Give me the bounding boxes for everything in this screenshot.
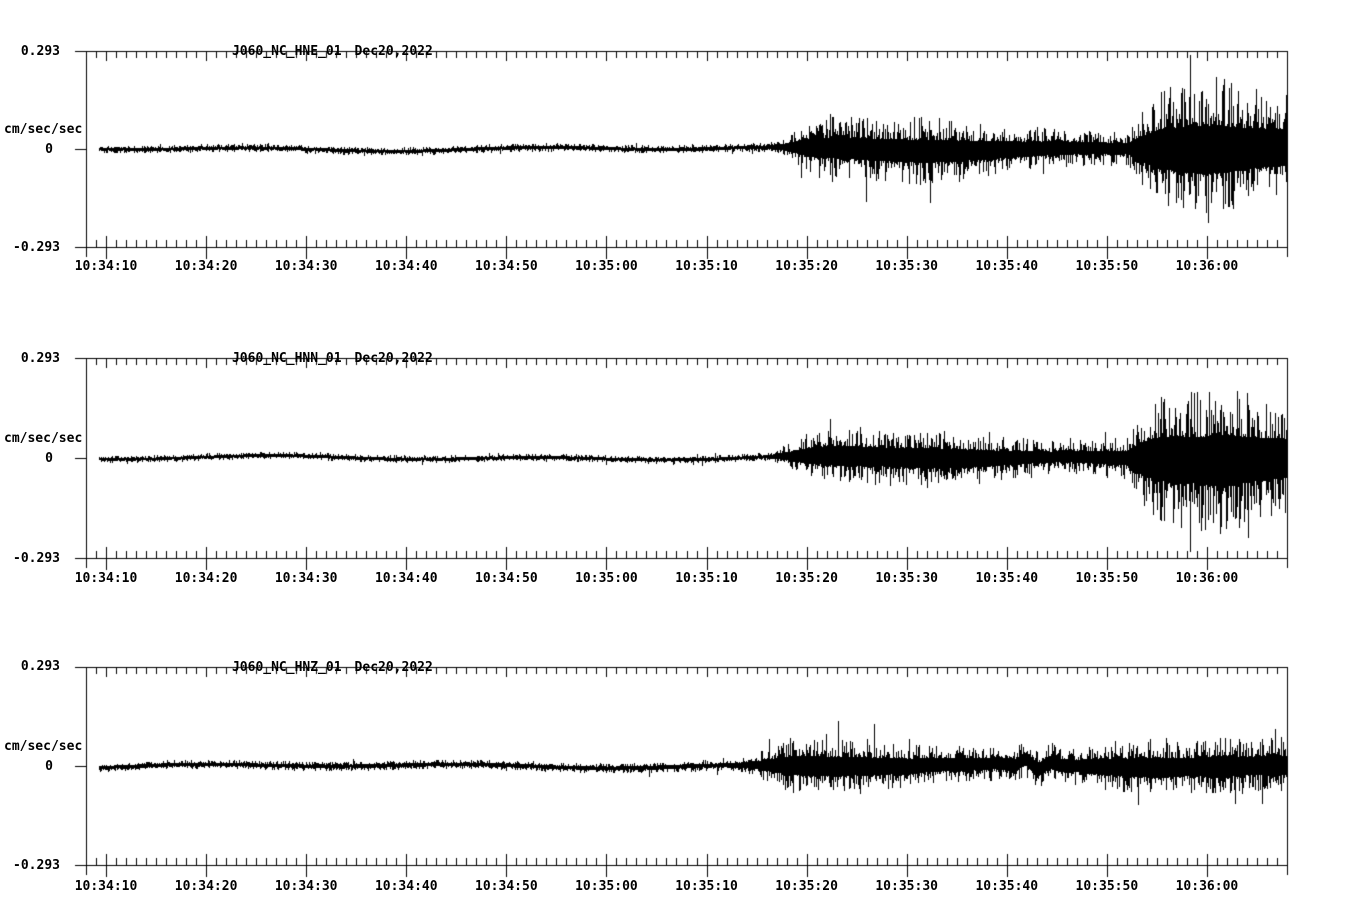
y-axis-unit-label: cm/sec/sec [4,122,83,137]
x-axis-labels: 10:34:10 10:34:20 10:34:30 10:34:40 10:34:50… [0,572,1358,585]
x-tick-label: 10:34:20 [174,259,238,274]
y-tick-label-max: 0.293 [20,44,60,59]
trace-title: J060_NC_HNZ_01 Dec20,2022 [185,648,433,687]
x-tick-label: 10:35:40 [975,259,1039,274]
x-tick-label: 10:35:30 [875,571,938,586]
y-tick-label-max: 0.293 [20,659,60,674]
x-tick-label: 10:34:50 [475,879,538,894]
x-tick-label: 10:35:00 [575,259,638,274]
y-axis-unit-label: cm/sec/sec [4,431,83,446]
trace-title-station: J060_NC_HNZ_01 [231,660,342,675]
x-tick-label: 10:35:50 [1075,259,1139,274]
x-tick-label: 10:34:10 [74,259,138,274]
y-tick-label-zero: 0 [45,759,53,774]
x-tick-label: 10:35:10 [675,571,738,586]
y-tick-label-min: -0.293 [13,240,60,255]
trace-title-date: Dec20,2022 [354,44,433,59]
x-tick-label: 10:36:00 [1175,571,1239,586]
x-tick-label: 10:36:00 [1175,259,1239,274]
x-tick-label: 10:35:00 [575,879,638,894]
x-tick-label: 10:34:40 [374,571,438,586]
x-tick-label: 10:34:10 [74,571,138,586]
trace-title-station: J060_NC_HNN_01 [231,351,342,366]
x-tick-label: 10:35:00 [575,571,638,586]
y-axis-unit-label: cm/sec/sec [4,739,83,754]
x-tick-label: 10:34:40 [374,259,438,274]
x-tick-label: 10:34:20 [174,879,238,894]
x-tick-label: 10:35:10 [675,879,738,894]
y-tick-label-min: -0.293 [13,858,60,873]
y-tick-label-zero: 0 [45,142,53,157]
x-tick-label: 10:36:00 [1175,879,1239,894]
x-tick-label: 10:34:20 [174,571,238,586]
trace-title: J060_NC_HNE_01 Dec20,2022 [185,32,433,71]
x-tick-label: 10:34:50 [475,571,538,586]
x-tick-label: 10:35:40 [975,571,1039,586]
x-tick-label: 10:34:10 [74,879,138,894]
y-tick-label-zero: 0 [45,451,53,466]
x-tick-label: 10:34:40 [374,879,438,894]
x-tick-label: 10:35:50 [1075,879,1139,894]
x-tick-label: 10:35:20 [775,571,838,586]
y-tick-label-min: -0.293 [13,551,60,566]
trace-title-date: Dec20,2022 [354,660,433,675]
x-tick-label: 10:35:20 [775,259,838,274]
trace-title: J060_NC_HNN_01 Dec20,2022 [185,339,433,378]
x-tick-label: 10:35:50 [1075,571,1139,586]
x-axis-labels: 10:34:10 10:34:20 10:34:30 10:34:40 10:34:50… [0,880,1358,893]
x-tick-label: 10:34:30 [274,879,338,894]
x-tick-label: 10:35:30 [875,879,938,894]
x-tick-label: 10:34:50 [475,259,538,274]
x-tick-label: 10:35:40 [975,879,1039,894]
y-tick-label-max: 0.293 [20,351,60,366]
x-tick-label: 10:34:30 [274,571,338,586]
x-tick-label: 10:34:30 [274,259,338,274]
x-tick-label: 10:35:30 [875,259,938,274]
x-tick-label: 10:35:20 [775,879,838,894]
x-tick-label: 10:35:10 [675,259,738,274]
trace-title-date: Dec20,2022 [354,351,433,366]
trace-title-station: J060_NC_HNE_01 [231,44,342,59]
x-axis-labels: 10:34:10 10:34:20 10:34:30 10:34:40 10:34:50… [0,260,1358,273]
